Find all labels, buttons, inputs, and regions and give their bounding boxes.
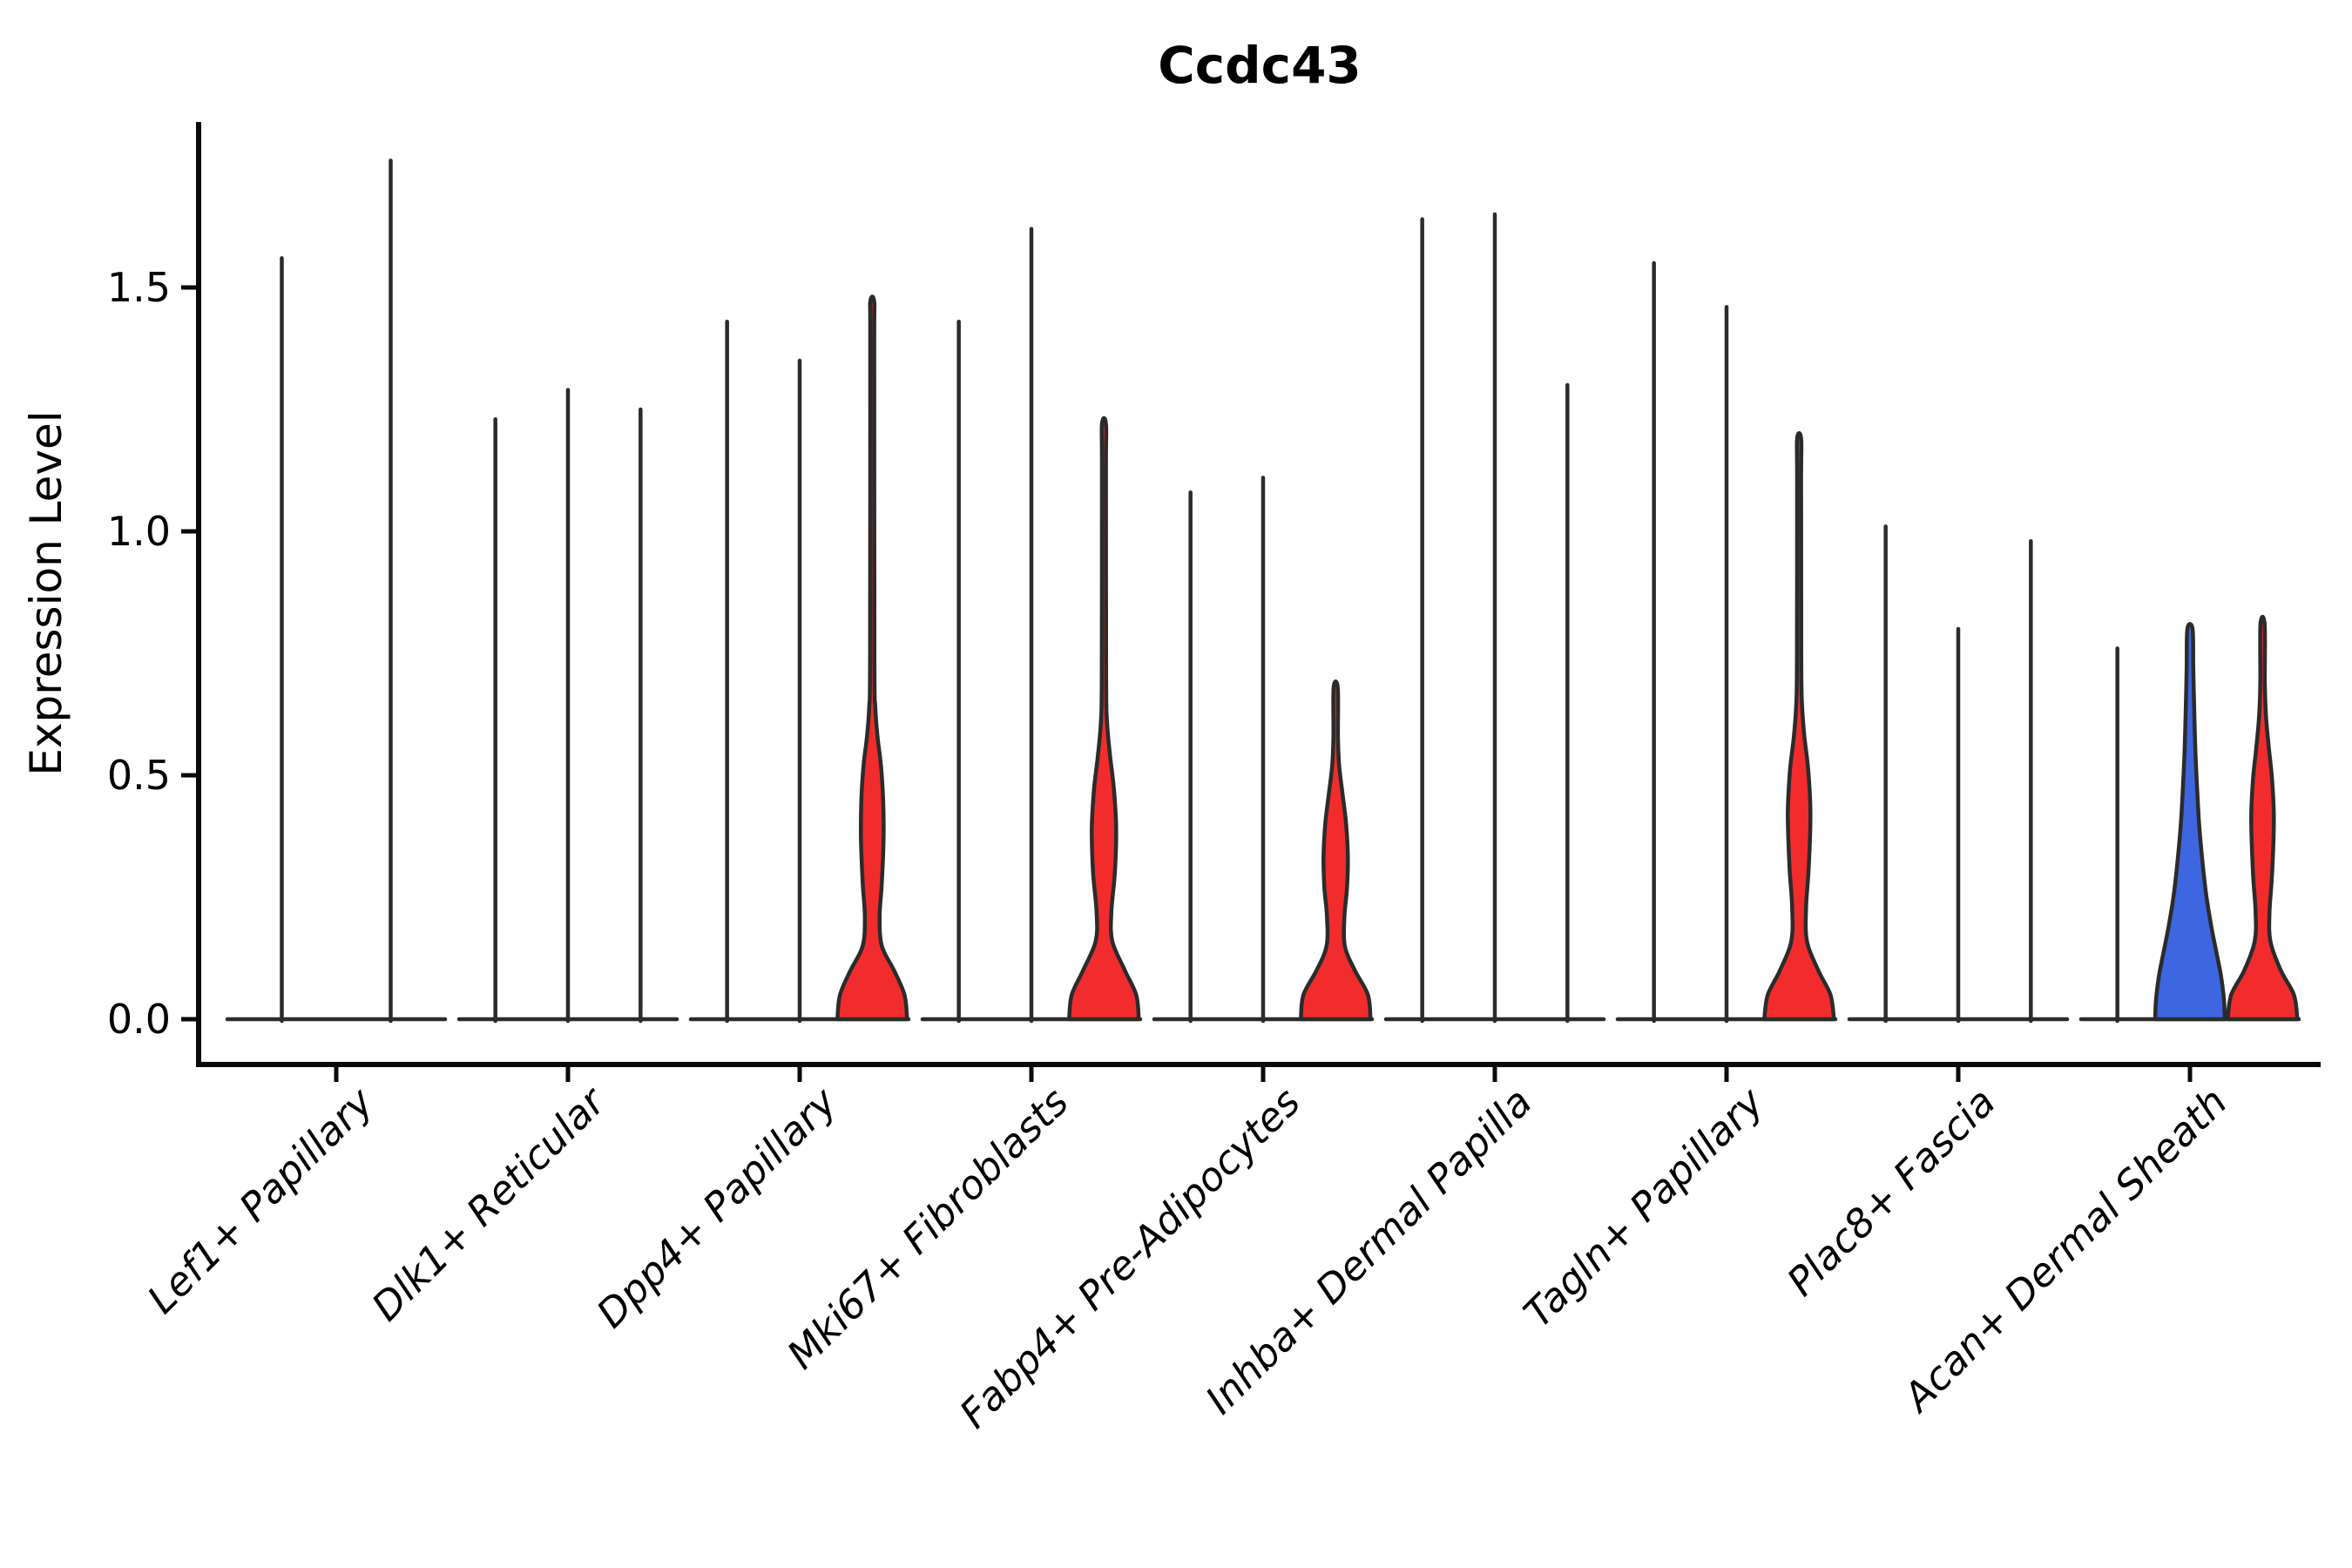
text-layer: Ccdc43 Expression Level 0.0 0.5 1.0 1.5 Lef1…: [21, 36, 2236, 1437]
axis-spines: [196, 122, 2321, 1067]
y-axis-label: Expression Level: [21, 410, 71, 775]
y-tick-label: 1.0: [107, 508, 171, 555]
x-category-label: Lef1+ Papillary: [139, 1078, 383, 1322]
violin-filled-g4-v3: [1067, 416, 1141, 1022]
x-category-label: Dpp4+ Papillary: [588, 1078, 847, 1336]
violins-layer: [225, 159, 2301, 1024]
x-category-label: Plac8+ Fascia: [1778, 1078, 2004, 1305]
violin-filled-g3-v3: [835, 294, 909, 1022]
x-category-label: Tagln+ Papillary: [1515, 1078, 1774, 1336]
x-category-label: Dlk1+ Reticular: [362, 1078, 615, 1330]
violin-filled-g9-v3: [2226, 614, 2300, 1022]
violin-filled-g5-v3: [1299, 679, 1373, 1022]
y-tick-label: 0.0: [107, 996, 171, 1043]
violin-filled-g9-v2: [2153, 622, 2227, 1022]
violin-filled-g7-v3: [1762, 431, 1836, 1022]
y-tick-label: 0.5: [107, 752, 171, 799]
chart-title: Ccdc43: [1158, 36, 1362, 95]
axes-layer: [181, 122, 2321, 1082]
y-tick-label: 1.5: [107, 264, 171, 311]
